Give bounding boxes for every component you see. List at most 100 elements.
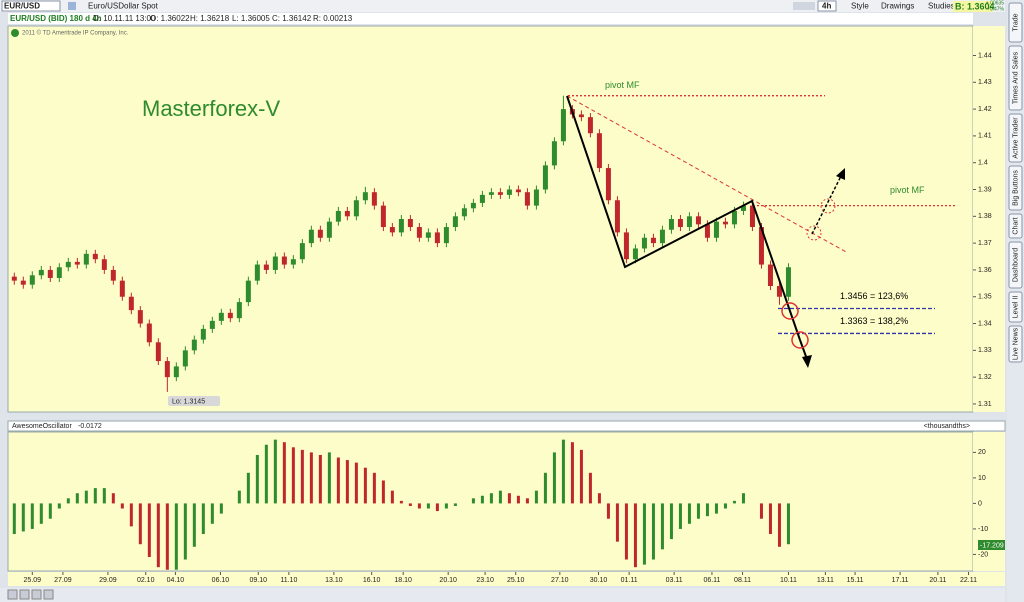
osc-bar <box>615 503 619 542</box>
candle-body <box>47 269 53 278</box>
osc-bar <box>543 472 547 504</box>
osc-bar <box>129 503 133 527</box>
y-tick-label: 1.34 <box>978 320 992 327</box>
candle-body <box>191 339 197 351</box>
zoom-button[interactable] <box>19 589 30 600</box>
trend-line <box>566 95 849 254</box>
tool-icons[interactable] <box>793 2 815 10</box>
osc-bar <box>30 503 34 529</box>
candle-body <box>308 229 314 244</box>
candle-body <box>758 227 764 265</box>
osc-bar <box>570 442 574 504</box>
sidebar-tab-label: Live News <box>1012 327 1019 360</box>
candle-body <box>668 219 674 230</box>
change-pct: +0.47% <box>987 6 1005 12</box>
osc-bar <box>417 503 421 509</box>
osc-bar <box>633 503 637 568</box>
osc-bar <box>300 449 304 504</box>
drawings <box>566 95 849 368</box>
sidebar-tab[interactable] <box>1008 213 1023 239</box>
arrow-head <box>836 168 845 180</box>
candle-body <box>686 216 692 228</box>
osc-bar <box>777 503 781 547</box>
sidebar-tab[interactable] <box>1008 291 1023 323</box>
sidebar-tab[interactable] <box>1008 325 1023 363</box>
x-tick-label: 04.10 <box>167 577 185 584</box>
candle-body <box>524 192 530 206</box>
sidebar-tab-label: Times And Sales <box>1012 51 1019 104</box>
osc-bar <box>408 503 412 506</box>
candle-body <box>209 320 215 329</box>
aggregation: 4h <box>822 2 831 11</box>
osc-bar <box>534 490 538 504</box>
change: +.00635 <box>986 0 1004 6</box>
osc-bar <box>552 452 556 504</box>
osc-bar <box>453 503 457 506</box>
osc-bar <box>705 503 709 517</box>
osc-bar <box>138 503 142 545</box>
osc-bar <box>426 503 430 509</box>
zoom-button[interactable] <box>7 589 18 600</box>
info-open: O: 1.36022 <box>150 14 190 23</box>
osc-bar <box>435 503 439 512</box>
candle-body <box>74 261 80 265</box>
y-tick-label: 0 <box>978 500 982 507</box>
target-circle <box>820 198 836 214</box>
candle-body <box>29 275 35 285</box>
candle-body <box>425 232 431 238</box>
osc-bar <box>282 442 286 504</box>
symbol-input[interactable] <box>1 0 61 12</box>
candle-body <box>578 114 584 118</box>
x-tick-label: 11.10 <box>280 577 297 584</box>
candle-body <box>596 133 602 169</box>
y-tick-label: 1.36 <box>978 267 992 274</box>
x-tick-label: 27.09 <box>54 577 72 584</box>
bottom-toolbar <box>0 588 1005 602</box>
candle-body <box>353 200 359 217</box>
y-tick-label: 1.37 <box>978 240 992 247</box>
button-style[interactable]: Style <box>851 2 869 11</box>
sidebar-tab[interactable] <box>1008 45 1023 111</box>
candle-body <box>506 189 512 195</box>
candle-body <box>119 280 125 297</box>
zoom-button[interactable] <box>43 589 54 600</box>
info-symbol: EUR/USD (BID) 180 d 4h <box>10 14 102 23</box>
x-tick-label: 13.10 <box>325 577 343 584</box>
sidebar-tab-label: Level II <box>1012 296 1019 319</box>
osc-bar <box>246 472 250 504</box>
x-tick-label: 03.11 <box>666 577 683 584</box>
aggregation-box[interactable] <box>817 0 837 12</box>
x-tick-label: 06.10 <box>212 577 230 584</box>
osc-bar <box>786 503 790 545</box>
y-tick-label: 1.35 <box>978 294 992 301</box>
candle-body <box>452 216 458 228</box>
osc-bar <box>336 457 340 504</box>
osc-bar <box>201 503 205 535</box>
x-tick-label: 30.10 <box>590 577 608 584</box>
button-drawings[interactable]: Drawings <box>881 2 914 11</box>
button-studies[interactable]: Studies <box>928 2 955 11</box>
sidebar-tab[interactable] <box>1008 2 1023 43</box>
candle-body <box>560 109 566 142</box>
candle-body <box>740 205 746 211</box>
y-tick-label: 20 <box>978 449 986 456</box>
candle-body <box>434 232 440 244</box>
x-tick-label: 06.11 <box>703 577 720 584</box>
osc-bar <box>147 503 151 557</box>
sidebar-tab[interactable] <box>1008 241 1023 289</box>
osc-bar <box>156 503 160 568</box>
sidebar-tab[interactable] <box>1008 165 1023 211</box>
level-label: 1.3363 = 138,2% <box>840 316 908 326</box>
y-tick-label: 1.44 <box>978 52 992 59</box>
target-circle <box>781 302 799 320</box>
osc-bar <box>291 447 295 504</box>
candle-body <box>182 350 188 367</box>
x-tick-label: 20.11 <box>929 577 946 584</box>
zoom-button[interactable] <box>31 589 42 600</box>
sidebar-tab[interactable] <box>1008 113 1023 163</box>
osc-bar <box>723 503 727 509</box>
candle-body <box>470 202 476 209</box>
y-tick-label: 1.43 <box>978 79 992 86</box>
candle-body <box>218 312 224 321</box>
